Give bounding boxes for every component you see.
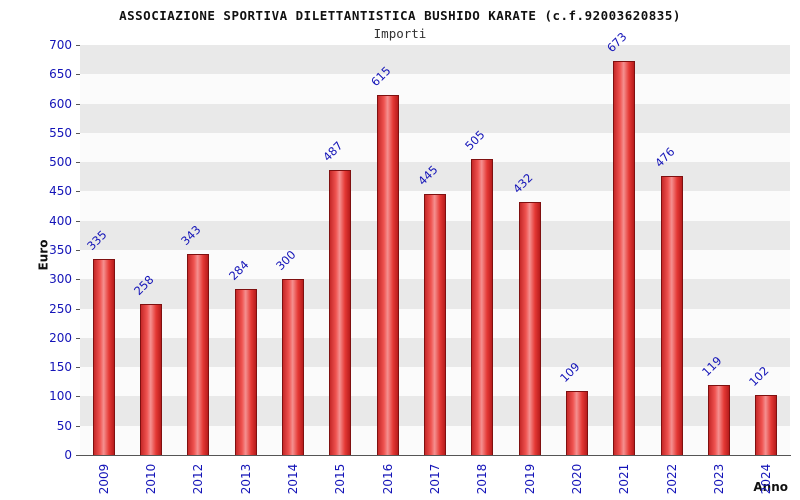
grid-band xyxy=(80,103,790,133)
y-tick-label: 700 xyxy=(49,38,72,52)
grid-band xyxy=(80,45,790,75)
y-tick-mark xyxy=(76,455,80,456)
y-tick-label: 150 xyxy=(49,360,72,375)
x-tick-label: 2017 xyxy=(428,463,442,495)
y-tick-mark xyxy=(76,220,80,222)
x-axis-line xyxy=(80,455,791,456)
x-tick-label: 2012 xyxy=(191,463,206,495)
x-tick-label: 2020 xyxy=(570,463,584,495)
y-tick-mark xyxy=(76,191,80,193)
y-tick-mark xyxy=(76,250,80,251)
bar xyxy=(234,288,257,455)
x-axis-label: Anno xyxy=(753,480,788,494)
y-tick-mark xyxy=(76,45,80,46)
grid-band xyxy=(80,132,790,163)
x-tick-label: 2024 xyxy=(759,463,774,495)
y-tick-label: 550 xyxy=(49,125,72,140)
x-tick-label: 2015 xyxy=(333,463,348,495)
bar xyxy=(424,194,446,455)
y-tick-label: 350 xyxy=(49,243,72,257)
bar xyxy=(566,391,588,455)
bar xyxy=(140,303,162,455)
y-tick-mark xyxy=(76,132,80,134)
bar xyxy=(92,258,115,455)
y-tick-mark xyxy=(76,337,80,339)
y-tick-label: 250 xyxy=(49,301,72,316)
bar xyxy=(613,60,636,455)
bar xyxy=(376,94,399,455)
y-tick-mark xyxy=(76,308,80,310)
y-tick-mark xyxy=(76,396,80,398)
x-tick-label: 2018 xyxy=(475,463,490,495)
x-tick-label: 2013 xyxy=(238,463,253,495)
x-tick-label: 2021 xyxy=(617,463,632,495)
y-tick-label: 200 xyxy=(49,330,72,345)
bar xyxy=(755,395,778,455)
y-tick-label: 650 xyxy=(49,67,72,82)
x-tick-label: 2016 xyxy=(380,463,395,495)
x-tick-label: 2014 xyxy=(286,463,300,495)
x-tick-label: 2019 xyxy=(522,463,537,495)
y-tick-label: 600 xyxy=(49,96,72,111)
grid-band xyxy=(80,74,790,104)
y-tick-label: 50 xyxy=(56,418,72,433)
bar xyxy=(187,254,210,455)
chart-title: ASSOCIAZIONE SPORTIVA DILETTANTISTICA BU… xyxy=(119,8,681,23)
x-tick-label: 2023 xyxy=(712,463,726,495)
x-tick-label: 2009 xyxy=(96,463,111,495)
bar xyxy=(329,169,352,455)
y-tick-label: 450 xyxy=(49,184,72,199)
y-tick-label: 400 xyxy=(49,213,72,228)
x-tick-label: 2010 xyxy=(144,463,158,495)
bar xyxy=(471,159,494,455)
y-tick-mark xyxy=(76,162,80,164)
y-tick-mark xyxy=(76,103,80,105)
x-tick-label: 2022 xyxy=(664,463,679,495)
y-tick-label: 300 xyxy=(49,272,72,287)
y-tick-mark xyxy=(76,279,80,281)
bar xyxy=(282,279,304,455)
y-tick-label: 0 xyxy=(64,448,72,462)
y-tick-label: 100 xyxy=(49,389,72,404)
chart-subtitle: Importi xyxy=(373,26,427,41)
y-tick-mark xyxy=(76,74,80,76)
y-tick-label: 500 xyxy=(49,155,72,170)
y-tick-mark xyxy=(76,425,80,427)
bar xyxy=(660,176,683,455)
bar xyxy=(518,201,541,455)
y-tick-mark xyxy=(76,367,80,369)
bar xyxy=(708,385,730,455)
